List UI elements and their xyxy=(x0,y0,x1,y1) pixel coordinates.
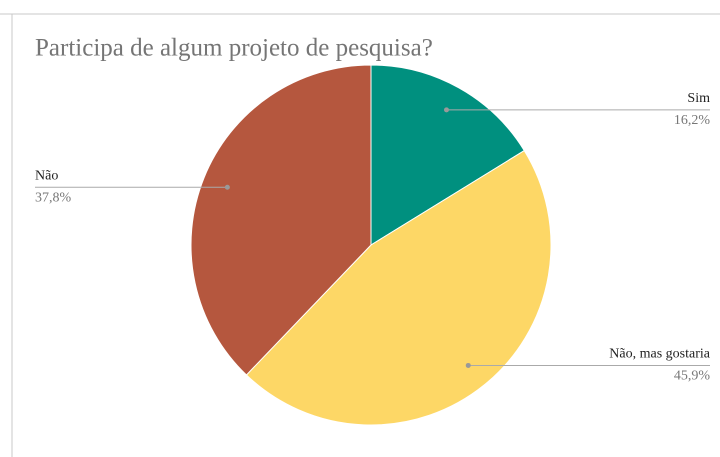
pie-slice xyxy=(190,64,372,376)
data-label: 45,9% xyxy=(674,369,711,384)
leader-dot xyxy=(465,362,471,368)
legend-label: Não, mas gostaria xyxy=(609,347,710,362)
data-label: 16,2% xyxy=(674,113,711,128)
legend-label: Sim xyxy=(687,91,710,106)
leader-dot xyxy=(224,184,230,190)
data-label: 37,8% xyxy=(35,191,72,206)
legend-label: Não xyxy=(35,169,58,184)
pie-slice xyxy=(245,149,552,426)
leader-dot xyxy=(443,107,449,113)
chart-title: Participa de algum projeto de pesquisa? xyxy=(35,35,433,62)
